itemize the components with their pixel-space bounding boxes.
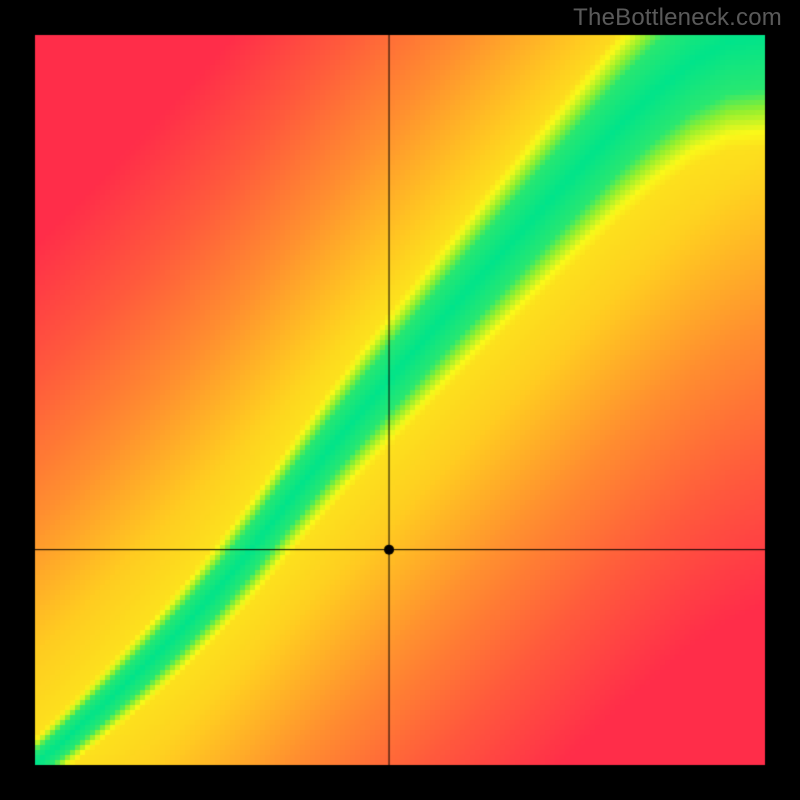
watermark-text: TheBottleneck.com (573, 4, 782, 32)
bottleneck-heatmap (0, 0, 800, 800)
